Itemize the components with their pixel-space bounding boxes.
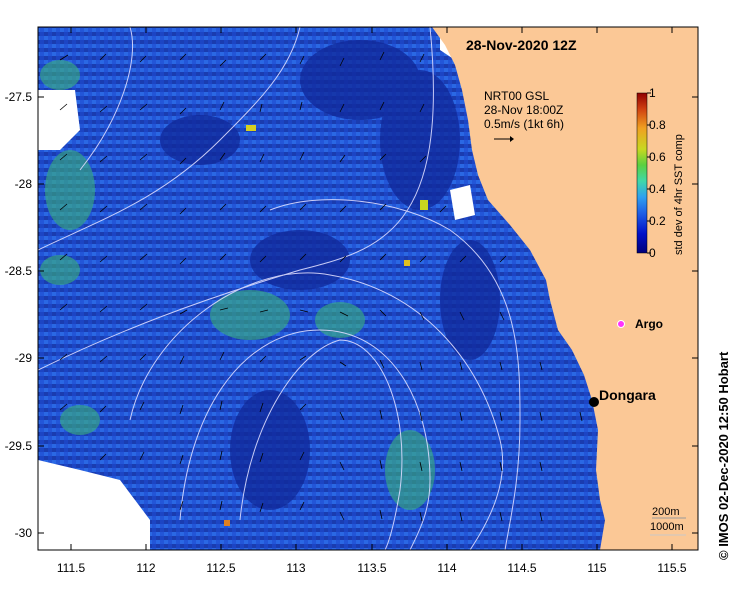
- legend-line3: 0.5m/s (1kt 6h): [484, 117, 564, 131]
- lon-tick-label: 115: [587, 561, 606, 575]
- lon-tick-label: 114: [437, 561, 456, 575]
- colorbar-tick-label: 0.2: [649, 214, 666, 228]
- lon-tick-label: 112.5: [206, 561, 235, 575]
- legend-vector-arrowhead: [510, 136, 514, 142]
- lon-tick-label: 113: [286, 561, 305, 575]
- plot-frame: [37, 26, 699, 551]
- lon-tick-label: 114.5: [507, 561, 536, 575]
- sst-green-patches: [40, 60, 435, 510]
- copyright-credit: © IMOS 02-Dec-2020 12:50 Hobart: [716, 351, 731, 560]
- argo-marker: [617, 320, 625, 328]
- lat-tick-label: -29.5: [5, 439, 33, 453]
- colorbar-tick-label: 0.6: [649, 150, 666, 164]
- lat-tick-label: -27.5: [5, 90, 33, 104]
- colorbar-tick-label: 0: [649, 246, 656, 260]
- dongara-marker: [589, 397, 599, 407]
- colorbar-tick-label: 1: [649, 86, 656, 100]
- lat-tick-label: -28.5: [5, 264, 33, 278]
- argo-label: Argo: [635, 317, 663, 331]
- lon-tick-label: 113.5: [357, 561, 386, 575]
- lon-axis: 111.5 112 112.5 113 113.5 114 114.5 115 115.5: [57, 27, 687, 575]
- lat-tick-label: -29: [15, 351, 33, 365]
- bathy-label-1000: 1000m: [650, 521, 684, 533]
- bathymetry-contours: [38, 27, 521, 550]
- land: [432, 27, 698, 550]
- legend-line1: NRT00 GSL: [484, 89, 549, 103]
- sst-hot-specks: [224, 125, 428, 526]
- colorbar-label: std dev of 4hr SST comp: [673, 134, 685, 255]
- lat-tick-label: -28: [15, 177, 33, 191]
- lon-tick-label: 115.5: [657, 561, 686, 575]
- current-vectors: [59, 51, 583, 522]
- colorbar-ticks: 0 0.2 0.4 0.6 0.8 1: [647, 86, 666, 260]
- legend-line2: 28-Nov 18:00Z: [484, 103, 563, 117]
- map-title: 28-Nov-2020 12Z: [466, 37, 577, 53]
- colorbar-tick-label: 0.4: [649, 182, 666, 196]
- lon-tick-label: 111.5: [57, 561, 86, 575]
- sst-dark-patches: [160, 40, 500, 510]
- lat-tick-label: -30: [15, 526, 33, 540]
- lon-tick-label: 112: [136, 561, 155, 575]
- colorbar-tick-label: 0.8: [649, 118, 666, 132]
- dongara-label: Dongara: [599, 387, 656, 403]
- colorbar: [636, 92, 648, 254]
- bathy-label-200: 200m: [652, 506, 680, 518]
- lat-axis: -27.5 -28 -28.5 -29 -29.5 -30: [5, 90, 698, 540]
